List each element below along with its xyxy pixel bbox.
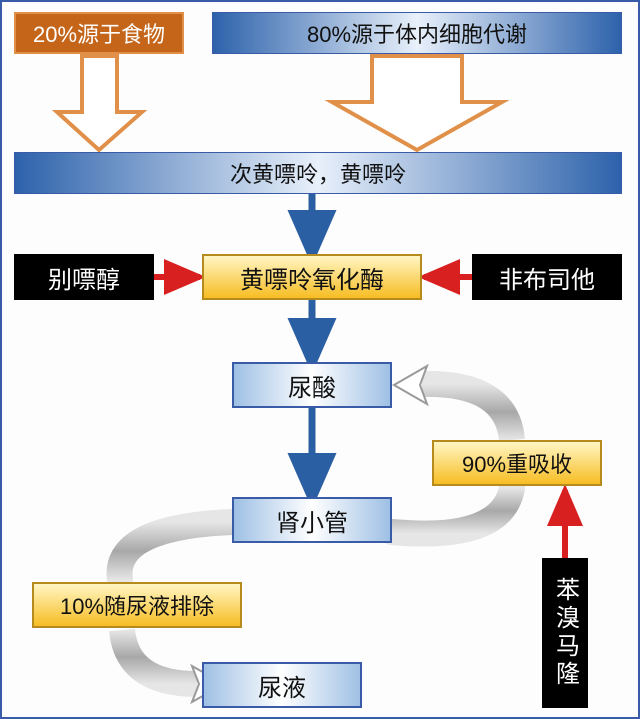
node-enzyme: 黄嘌呤氧化酶 bbox=[202, 254, 422, 300]
node-uric: 尿酸 bbox=[232, 362, 392, 408]
label-enzyme: 黄嘌呤氧化酶 bbox=[240, 260, 384, 295]
label-excrete: 10%随尿液排除 bbox=[60, 589, 214, 621]
arrow-cell-to-xanthine bbox=[332, 56, 502, 150]
arrow-food-to-xanthine bbox=[57, 56, 142, 150]
label-urine: 尿液 bbox=[258, 668, 306, 703]
label-tubule: 肾小管 bbox=[276, 503, 348, 538]
label-benzbromarone: 苯溴马隆 bbox=[548, 577, 583, 689]
label-reabsorb: 90%重吸收 bbox=[462, 447, 572, 479]
label-uric: 尿酸 bbox=[288, 368, 336, 403]
label-allopurinol: 别嘌醇 bbox=[48, 260, 120, 295]
node-tubule: 肾小管 bbox=[232, 497, 392, 543]
node-allopurinol: 别嘌醇 bbox=[14, 254, 154, 300]
flowchart-canvas: 20%源于食物 80%源于体内细胞代谢 次黄嘌呤，黄嘌呤 别嘌醇 黄嘌呤氧化酶 … bbox=[0, 0, 640, 719]
node-src-food: 20%源于食物 bbox=[14, 12, 184, 54]
label-src-cell: 80%源于体内细胞代谢 bbox=[307, 17, 527, 49]
label-xanthine: 次黄嘌呤，黄嘌呤 bbox=[230, 157, 406, 189]
node-urine: 尿液 bbox=[202, 662, 362, 708]
node-febuxostat: 非布司他 bbox=[472, 254, 622, 300]
node-benzbromarone: 苯溴马隆 bbox=[542, 558, 588, 708]
label-febuxostat: 非布司他 bbox=[499, 260, 595, 295]
node-excrete: 10%随尿液排除 bbox=[32, 582, 242, 628]
band-tubule-to-excrete bbox=[120, 522, 233, 580]
node-xanthine: 次黄嘌呤，黄嘌呤 bbox=[14, 152, 622, 194]
label-src-food: 20%源于食物 bbox=[33, 17, 165, 49]
node-reabsorb: 90%重吸收 bbox=[432, 440, 602, 486]
band-reabsorb-to-uric bbox=[394, 366, 512, 440]
node-src-cell: 80%源于体内细胞代谢 bbox=[212, 12, 622, 54]
band-tubule-to-reabsorb bbox=[392, 488, 512, 534]
